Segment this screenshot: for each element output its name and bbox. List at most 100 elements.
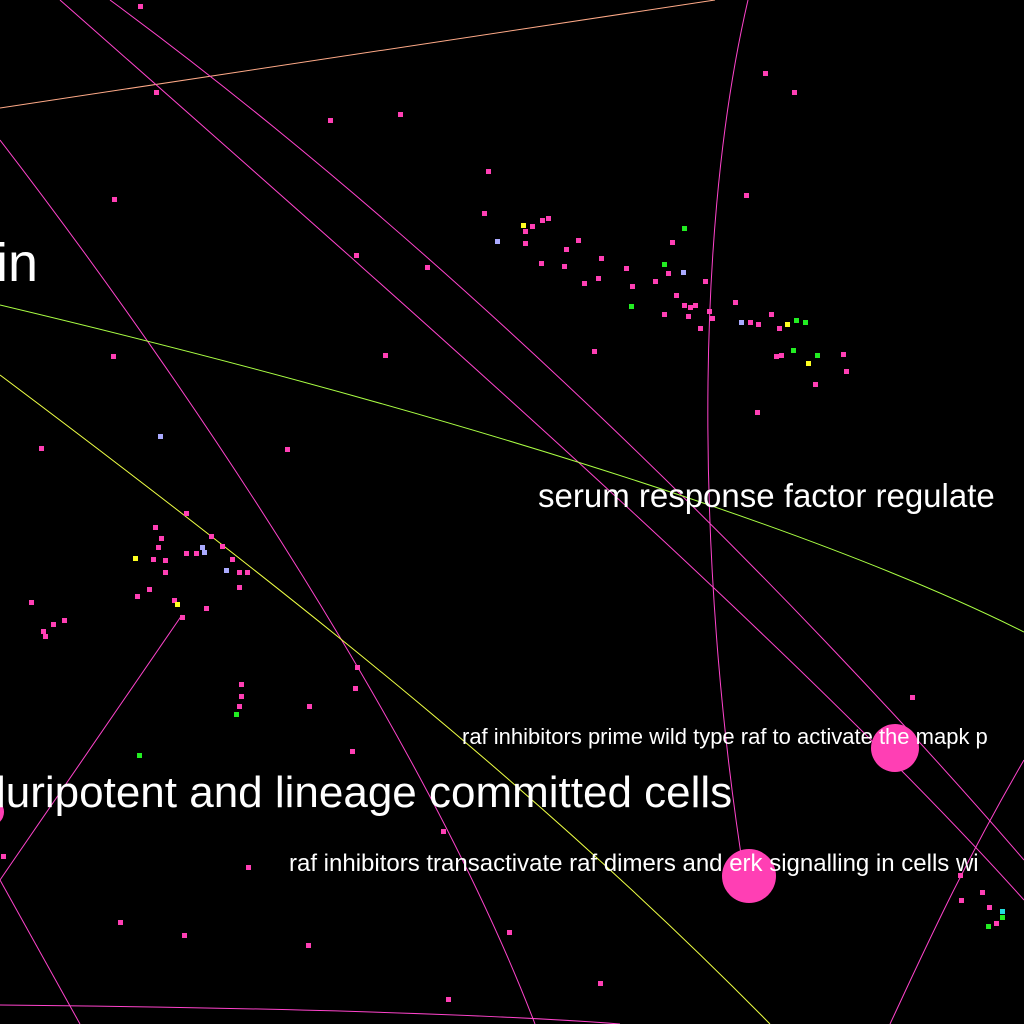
graph-node[interactable] [172, 598, 177, 603]
graph-node[interactable] [785, 322, 790, 327]
graph-node[interactable] [184, 551, 189, 556]
graph-node[interactable] [446, 997, 451, 1002]
graph-node[interactable] [806, 361, 811, 366]
hub-node[interactable] [722, 849, 776, 903]
graph-node[interactable] [507, 930, 512, 935]
graph-node[interactable] [204, 606, 209, 611]
graph-node[interactable] [111, 354, 116, 359]
graph-node[interactable] [791, 348, 796, 353]
graph-node[interactable] [624, 266, 629, 271]
graph-node[interactable] [693, 303, 698, 308]
graph-node[interactable] [163, 570, 168, 575]
graph-node[interactable] [582, 281, 587, 286]
hub-node[interactable] [871, 724, 919, 772]
graph-node[interactable] [739, 320, 744, 325]
node-label-in[interactable]: in [0, 233, 38, 293]
graph-node[interactable] [486, 169, 491, 174]
graph-node[interactable] [495, 239, 500, 244]
graph-node[interactable] [137, 753, 142, 758]
graph-node[interactable] [986, 924, 991, 929]
graph-node[interactable] [710, 316, 715, 321]
graph-node[interactable] [523, 241, 528, 246]
graph-node[interactable] [813, 382, 818, 387]
graph-node[interactable] [994, 921, 999, 926]
graph-node[interactable] [234, 712, 239, 717]
graph-node[interactable] [815, 353, 820, 358]
node-label-serum-response-factor[interactable]: serum response factor regulate [538, 477, 995, 514]
graph-node[interactable] [803, 320, 808, 325]
graph-node[interactable] [748, 320, 753, 325]
graph-node[interactable] [135, 594, 140, 599]
graph-node[interactable] [698, 326, 703, 331]
graph-node[interactable] [1, 854, 6, 859]
graph-node[interactable] [733, 300, 738, 305]
graph-node[interactable] [200, 545, 205, 550]
graph-node[interactable] [237, 585, 242, 590]
graph-node[interactable] [29, 600, 34, 605]
node-label-raf-inhibitors-prime[interactable]: raf inhibitors prime wild type raf to ac… [462, 724, 988, 749]
graph-node[interactable] [682, 303, 687, 308]
graph-node[interactable] [147, 587, 152, 592]
graph-node[interactable] [598, 981, 603, 986]
graph-node[interactable] [688, 305, 693, 310]
graph-node[interactable] [653, 279, 658, 284]
graph-node[interactable] [154, 90, 159, 95]
graph-node[interactable] [441, 829, 446, 834]
graph-node[interactable] [239, 694, 244, 699]
graph-node[interactable] [794, 318, 799, 323]
graph-node[interactable] [202, 550, 207, 555]
hub-node[interactable] [0, 798, 4, 826]
graph-node[interactable] [156, 545, 161, 550]
graph-node[interactable] [239, 682, 244, 687]
graph-node[interactable] [763, 71, 768, 76]
graph-node[interactable] [180, 615, 185, 620]
graph-node[interactable] [355, 665, 360, 670]
graph-node[interactable] [777, 326, 782, 331]
graph-node[interactable] [43, 634, 48, 639]
graph-node[interactable] [674, 293, 679, 298]
graph-node[interactable] [62, 618, 67, 623]
graph-node[interactable] [246, 865, 251, 870]
graph-node[interactable] [546, 216, 551, 221]
graph-node[interactable] [562, 264, 567, 269]
graph-node[interactable] [629, 304, 634, 309]
graph-node[interactable] [230, 557, 235, 562]
graph-node[interactable] [175, 602, 180, 607]
graph-node[interactable] [779, 353, 784, 358]
graph-node[interactable] [774, 354, 779, 359]
graph-node[interactable] [599, 256, 604, 261]
graph-node[interactable] [686, 314, 691, 319]
graph-node[interactable] [328, 118, 333, 123]
graph-node[interactable] [958, 873, 963, 878]
graph-node[interactable] [41, 629, 46, 634]
graph-node[interactable] [237, 704, 242, 709]
graph-node[interactable] [681, 270, 686, 275]
graph-node[interactable] [306, 943, 311, 948]
graph-node[interactable] [841, 352, 846, 357]
graph-node[interactable] [521, 223, 526, 228]
graph-node[interactable] [910, 695, 915, 700]
graph-node[interactable] [980, 890, 985, 895]
graph-node[interactable] [523, 229, 528, 234]
graph-node[interactable] [564, 247, 569, 252]
graph-node[interactable] [220, 544, 225, 549]
graph-node[interactable] [755, 410, 760, 415]
graph-node[interactable] [959, 898, 964, 903]
graph-node[interactable] [245, 570, 250, 575]
graph-node[interactable] [844, 369, 849, 374]
graph-node[interactable] [138, 4, 143, 9]
graph-node[interactable] [354, 253, 359, 258]
graph-node[interactable] [118, 920, 123, 925]
graph-node[interactable] [707, 309, 712, 314]
graph-node[interactable] [350, 749, 355, 754]
graph-node[interactable] [540, 218, 545, 223]
graph-node[interactable] [133, 556, 138, 561]
graph-node[interactable] [1000, 915, 1005, 920]
graph-node[interactable] [285, 447, 290, 452]
graph-node[interactable] [163, 558, 168, 563]
graph-node[interactable] [237, 570, 242, 575]
graph-node[interactable] [307, 704, 312, 709]
graph-node[interactable] [153, 525, 158, 530]
graph-node[interactable] [224, 568, 229, 573]
